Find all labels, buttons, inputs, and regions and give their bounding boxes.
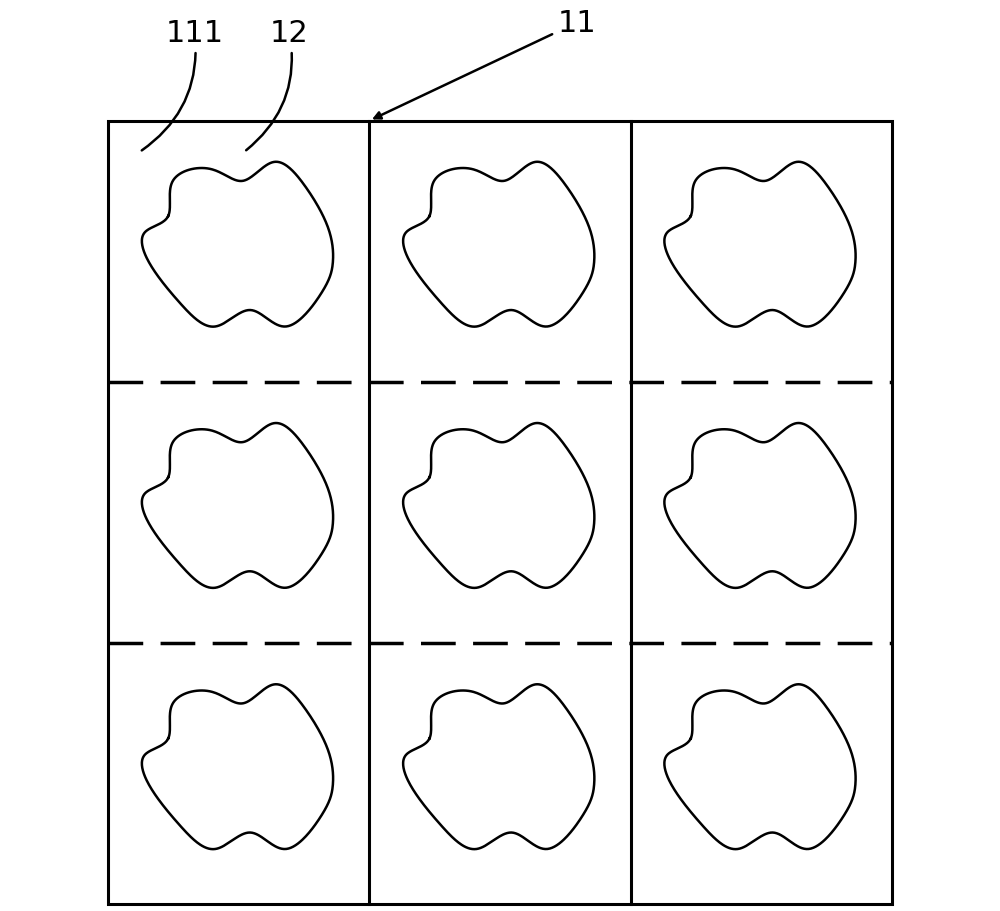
Text: 11: 11 [374,9,596,119]
Text: 12: 12 [246,19,309,151]
Bar [108,121,892,905]
Text: 111: 111 [142,19,224,151]
